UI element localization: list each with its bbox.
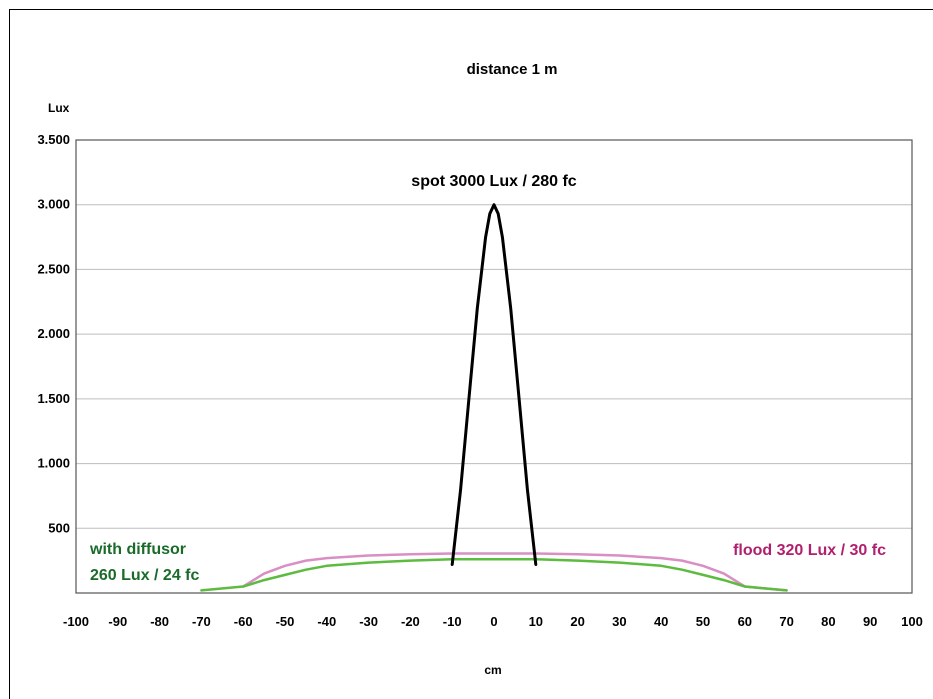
chart-frame bbox=[9, 9, 933, 699]
diffusor-series-line bbox=[200, 558, 788, 592]
x-tick-label: -50 bbox=[276, 614, 295, 629]
x-tick-label: -30 bbox=[359, 614, 378, 629]
chart-title: distance 1 m bbox=[467, 61, 558, 78]
x-tick-label: 20 bbox=[570, 614, 584, 629]
x-tick-label: 10 bbox=[529, 614, 543, 629]
x-tick-label: -60 bbox=[234, 614, 253, 629]
diffusor-annotation-line1: with diffusor bbox=[89, 541, 186, 558]
x-tick-label: 80 bbox=[821, 614, 835, 629]
y-tick-label: 1.000 bbox=[37, 456, 70, 471]
x-tick-label: -100 bbox=[63, 614, 89, 629]
y-tick-labels: 500 1.000 1.500 2.000 2.500 3.000 3.500 bbox=[37, 132, 70, 535]
x-tick-label: 70 bbox=[779, 614, 793, 629]
spot-annotation: spot 3000 Lux / 280 fc bbox=[411, 173, 577, 190]
x-tick-label: -20 bbox=[401, 614, 420, 629]
x-tick-label: 50 bbox=[696, 614, 710, 629]
x-tick-labels: -100 -90 -80 -70 -60 -50 -40 -30 -20 -10 0 10 20 30 40… bbox=[63, 614, 923, 629]
gridlines bbox=[76, 204, 912, 529]
x-tick-label: 100 bbox=[901, 614, 923, 629]
x-axis-label: cm bbox=[484, 663, 501, 677]
x-tick-label: 0 bbox=[490, 614, 497, 629]
y-tick-label: 500 bbox=[48, 520, 70, 535]
x-tick-label: 40 bbox=[654, 614, 668, 629]
x-tick-label: -40 bbox=[317, 614, 336, 629]
y-tick-label: 1.500 bbox=[37, 391, 70, 406]
y-axis-label: Lux bbox=[48, 101, 70, 115]
y-tick-label: 3.000 bbox=[37, 197, 70, 212]
y-tick-label: 2.500 bbox=[37, 261, 70, 276]
x-tick-label: 90 bbox=[863, 614, 877, 629]
x-tick-label: 30 bbox=[612, 614, 626, 629]
diffusor-annotation-line2: 260 Lux / 24 fc bbox=[90, 567, 199, 584]
flood-annotation: flood 320 Lux / 30 fc bbox=[733, 542, 886, 559]
spot-series-line bbox=[450, 203, 538, 566]
x-tick-label: -80 bbox=[150, 614, 169, 629]
x-tick-label: 60 bbox=[738, 614, 752, 629]
x-tick-label: -90 bbox=[108, 614, 127, 629]
y-tick-label: 3.500 bbox=[37, 132, 70, 147]
plot-area bbox=[75, 139, 913, 594]
y-tick-label: 2.000 bbox=[37, 326, 70, 341]
data-series bbox=[200, 203, 788, 592]
x-tick-label: -70 bbox=[192, 614, 211, 629]
x-tick-label: -10 bbox=[443, 614, 462, 629]
